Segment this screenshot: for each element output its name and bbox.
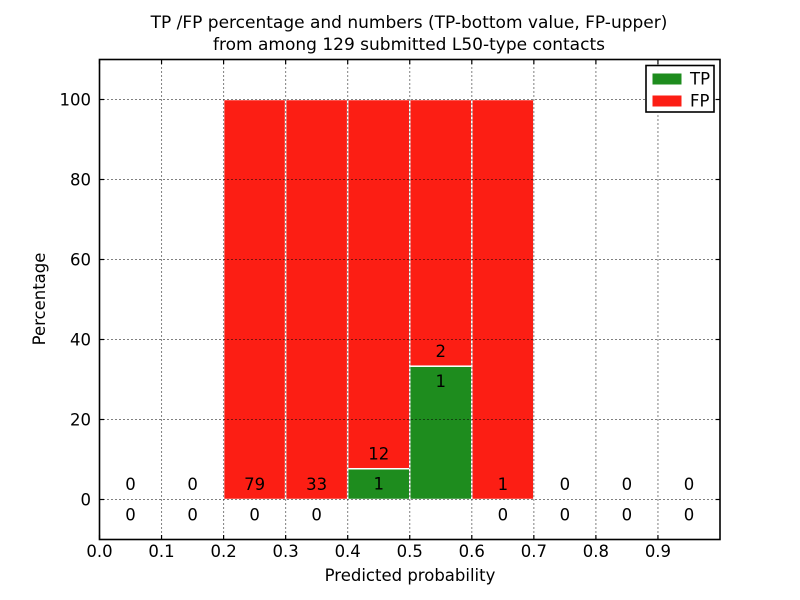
bar-tp-0.5 (409, 365, 473, 501)
tp-count-label-0.1: 0 (187, 506, 198, 525)
bar-fp-0.6 (471, 98, 535, 501)
legend-label-fp: FP (690, 92, 709, 111)
x-tick-label-0.3: 0.3 (273, 542, 299, 561)
x-tick-label-0.4: 0.4 (335, 542, 361, 561)
x-tick-label-0.1: 0.1 (148, 542, 174, 561)
legend-item-fp: FP (652, 92, 709, 111)
fp-count-label-0.8: 0 (622, 475, 633, 494)
y-tick-label-40: 40 (70, 330, 91, 349)
fp-count-label-0.7: 0 (560, 475, 571, 494)
x-tick-label-0.5: 0.5 (397, 542, 423, 561)
legend-swatch-tp (652, 73, 682, 85)
fp-count-label-0.1: 0 (187, 475, 198, 494)
bars-layer (222, 98, 535, 501)
fp-count-label-0.4: 12 (368, 444, 389, 463)
y-tick-label-20: 20 (70, 410, 91, 429)
ticks-layer (98, 59, 720, 540)
fp-count-label-0.2: 79 (244, 475, 265, 494)
fp-count-label-0.6: 1 (498, 475, 509, 494)
tick-labels-layer: 0.0 0.1 0.2 0.3 0.4 0.5 0.6 0.7 0.8 0.90204060801… (60, 90, 672, 561)
x-tick-label-0.9: 0.9 (645, 542, 671, 561)
fp-count-label-0.5: 2 (436, 342, 447, 361)
tp-count-label-0.7: 0 (560, 506, 571, 525)
y-tick-label-0: 0 (81, 490, 92, 509)
chart-title-line1: TP /FP percentage and numbers (TP-bottom… (150, 13, 668, 33)
tp-count-label-0.2: 0 (249, 506, 260, 525)
tp-count-label-0.0: 0 (125, 506, 136, 525)
chart-title-line2: from among 129 submitted L50-type contac… (213, 35, 605, 55)
bar-fp-0.5 (409, 98, 473, 367)
bar-fp-0.3 (284, 98, 349, 501)
legend-swatch-fp (652, 95, 682, 107)
tp-count-label-0.8: 0 (622, 506, 633, 525)
tp-count-label-0.6: 0 (498, 506, 509, 525)
y-axis-label: Percentage (30, 253, 49, 346)
x-axis-label: Predicted probability (325, 566, 496, 585)
fp-count-label-0.0: 0 (125, 475, 136, 494)
tp-count-label-0.9: 0 (684, 506, 695, 525)
x-tick-label-0.7: 0.7 (521, 542, 547, 561)
bar-fp-0.4 (346, 98, 411, 470)
bar-fp-0.2 (222, 98, 287, 501)
fp-count-label-0.9: 0 (684, 475, 695, 494)
grid-layer (99, 59, 720, 540)
y-tick-label-60: 60 (70, 250, 91, 269)
tp-count-label-0.3: 0 (311, 506, 322, 525)
fp-count-label-0.3: 33 (306, 475, 327, 494)
legend: TP FP (645, 64, 715, 113)
y-tick-label-100: 100 (60, 90, 92, 109)
legend-item-tp: TP (652, 70, 710, 89)
tp-count-label-0.5: 1 (436, 372, 447, 391)
tp-count-label-0.4: 1 (373, 475, 384, 494)
x-tick-label-0.2: 0.2 (210, 542, 236, 561)
legend-label-tp: TP (689, 70, 710, 89)
x-tick-label-0.6: 0.6 (459, 542, 485, 561)
x-tick-label-0.8: 0.8 (583, 542, 609, 561)
y-tick-label-80: 80 (70, 170, 91, 189)
x-tick-label-0.0: 0.0 (86, 542, 112, 561)
